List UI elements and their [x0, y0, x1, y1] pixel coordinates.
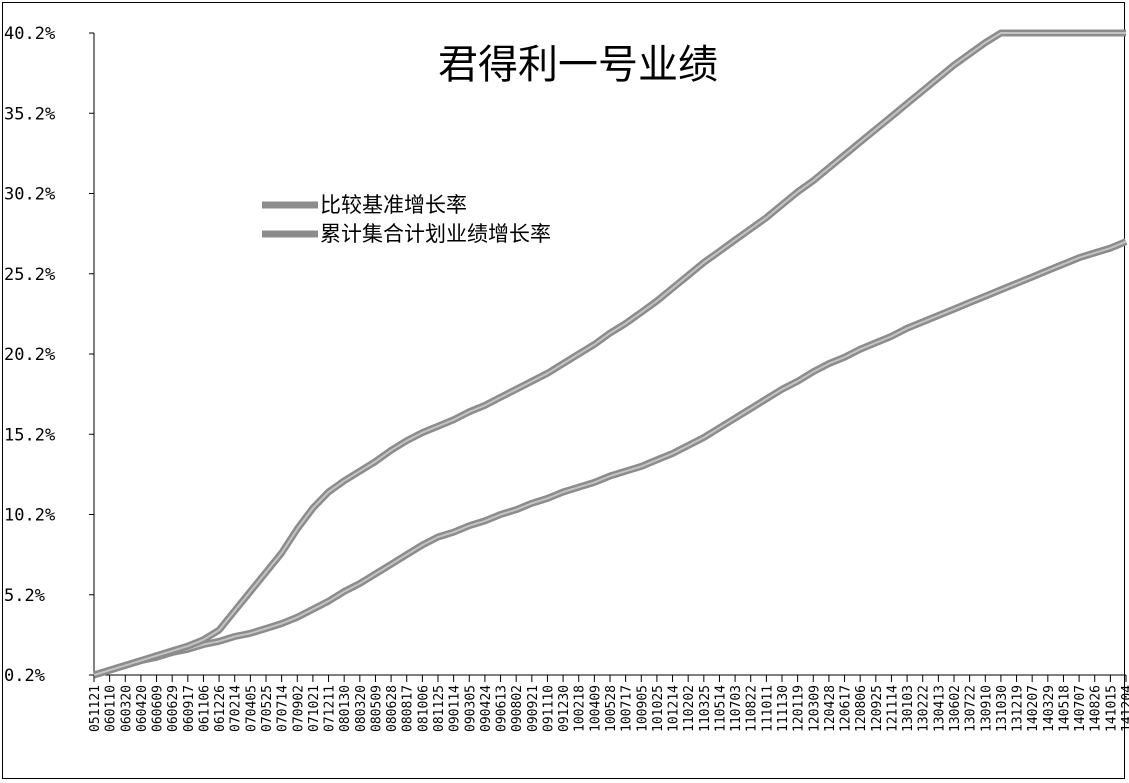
y-tick-label: 0.2%: [4, 666, 45, 686]
y-tick-label: 40.2%: [4, 24, 55, 44]
x-tick-label: 061226: [213, 685, 228, 732]
x-tick-label: 090114: [448, 685, 463, 732]
x-tick-label: 080817: [401, 685, 416, 732]
chart-axes: 0.2% 5.2% 10.2% 15.2% 20.2% 25.2% 30.2% 35.2% 40…: [4, 24, 1129, 732]
x-tick-label: 140518: [1057, 685, 1072, 732]
x-tick-label: 080130: [338, 685, 353, 732]
x-tick-label: 061106: [197, 685, 212, 732]
x-tick-label: 060320: [119, 685, 134, 732]
x-tick-label: 110202: [682, 685, 697, 732]
y-tick-label: 5.2%: [4, 586, 45, 606]
x-tick-label: 120428: [823, 685, 838, 732]
x-tick-label: 120617: [839, 685, 854, 732]
x-tick-label: 131030: [995, 685, 1010, 732]
x-tick-label: 071211: [323, 685, 338, 732]
x-tick-label: 100717: [620, 685, 635, 732]
y-tick-label: 15.2%: [4, 425, 55, 445]
x-tick-label: 091110: [541, 685, 556, 732]
chart-title: 君得利一号业绩: [438, 42, 718, 88]
x-tick-label: 080509: [369, 685, 384, 732]
x-tick-label: 131219: [1011, 685, 1026, 732]
x-tick-label: 090921: [526, 685, 541, 732]
chart-legend: 比较基准增长率 累计集合计划业绩增长率: [262, 193, 551, 246]
y-tick-label: 20.2%: [4, 345, 55, 365]
x-tick-label: 101214: [667, 685, 682, 732]
x-tick-label: 070214: [229, 685, 244, 732]
x-tick-label: 130722: [964, 685, 979, 732]
x-tick-label: 130222: [917, 685, 932, 732]
x-tick-label: 141015: [1104, 685, 1119, 732]
y-tick-label: 35.2%: [4, 104, 55, 124]
series-line-highlight-1: [93, 32, 1126, 676]
x-tick-label: 080320: [354, 685, 369, 732]
x-tick-label: 100218: [573, 685, 588, 732]
x-tick-label: 070405: [244, 685, 259, 732]
x-tick-label: 060629: [166, 685, 181, 732]
x-tick-label: 130413: [932, 685, 947, 732]
x-tick-label: 070902: [291, 685, 306, 732]
x-tick-label: 081006: [416, 685, 431, 732]
x-tick-label: 110822: [745, 685, 760, 732]
x-tick-label: 110325: [698, 685, 713, 732]
x-tick-label: 091230: [557, 685, 572, 732]
x-tick-label: 070525: [260, 685, 275, 732]
x-tick-label: 120309: [807, 685, 822, 732]
x-tick-label: 110514: [713, 685, 728, 732]
x-tick-label: 140329: [1042, 685, 1057, 732]
x-tick-label: 101025: [651, 685, 666, 732]
x-tick-label: 090305: [463, 685, 478, 732]
x-tick-label: 060917: [182, 685, 197, 732]
x-tick-label: 090802: [510, 685, 525, 732]
x-tick-label: 121114: [885, 685, 900, 732]
x-tick-label: 141204: [1120, 685, 1129, 732]
x-tick-label: 081125: [432, 685, 447, 732]
x-tick-label: 051121: [88, 685, 103, 732]
x-tick-label: 140207: [1026, 685, 1041, 732]
x-tick-label: 060420: [135, 685, 150, 732]
x-tick-label: 100409: [588, 685, 603, 732]
x-tick-label: 070714: [276, 685, 291, 732]
x-tick-label: 110703: [729, 685, 744, 732]
x-tick-label: 130910: [979, 685, 994, 732]
chart-series: [92, 29, 1128, 679]
x-tick-label: 090424: [479, 685, 494, 732]
x-tick-label: 140707: [1073, 685, 1088, 732]
x-tick-label: 111011: [760, 685, 775, 732]
x-tick-label: 120806: [854, 685, 869, 732]
x-tick-label: 140826: [1089, 685, 1104, 732]
series-line-highlight-0: [93, 240, 1127, 676]
x-tick-label: 120119: [792, 685, 807, 732]
series-line-0: [92, 238, 1128, 679]
x-tick-label: 060609: [151, 685, 166, 732]
legend-label-plan: 累计集合计划业绩增长率: [320, 222, 551, 246]
x-tick-label: 111130: [776, 685, 791, 732]
x-tick-label: 071021: [307, 685, 322, 732]
y-tick-label: 10.2%: [4, 506, 55, 526]
series-line-1: [92, 29, 1126, 679]
x-tick-label: 100905: [635, 685, 650, 732]
x-tick-label: 120925: [870, 685, 885, 732]
x-tick-label: 130103: [901, 685, 916, 732]
y-tick-label: 30.2%: [4, 185, 55, 205]
x-tick-label: 100528: [604, 685, 619, 732]
x-tick-label: 130602: [948, 685, 963, 732]
y-tick-label: 25.2%: [4, 265, 55, 285]
legend-label-benchmark: 比较基准增长率: [320, 193, 467, 217]
x-tick-label: 080628: [385, 685, 400, 732]
x-tick-label: 090613: [495, 685, 510, 732]
x-tick-label: 060110: [104, 685, 119, 732]
